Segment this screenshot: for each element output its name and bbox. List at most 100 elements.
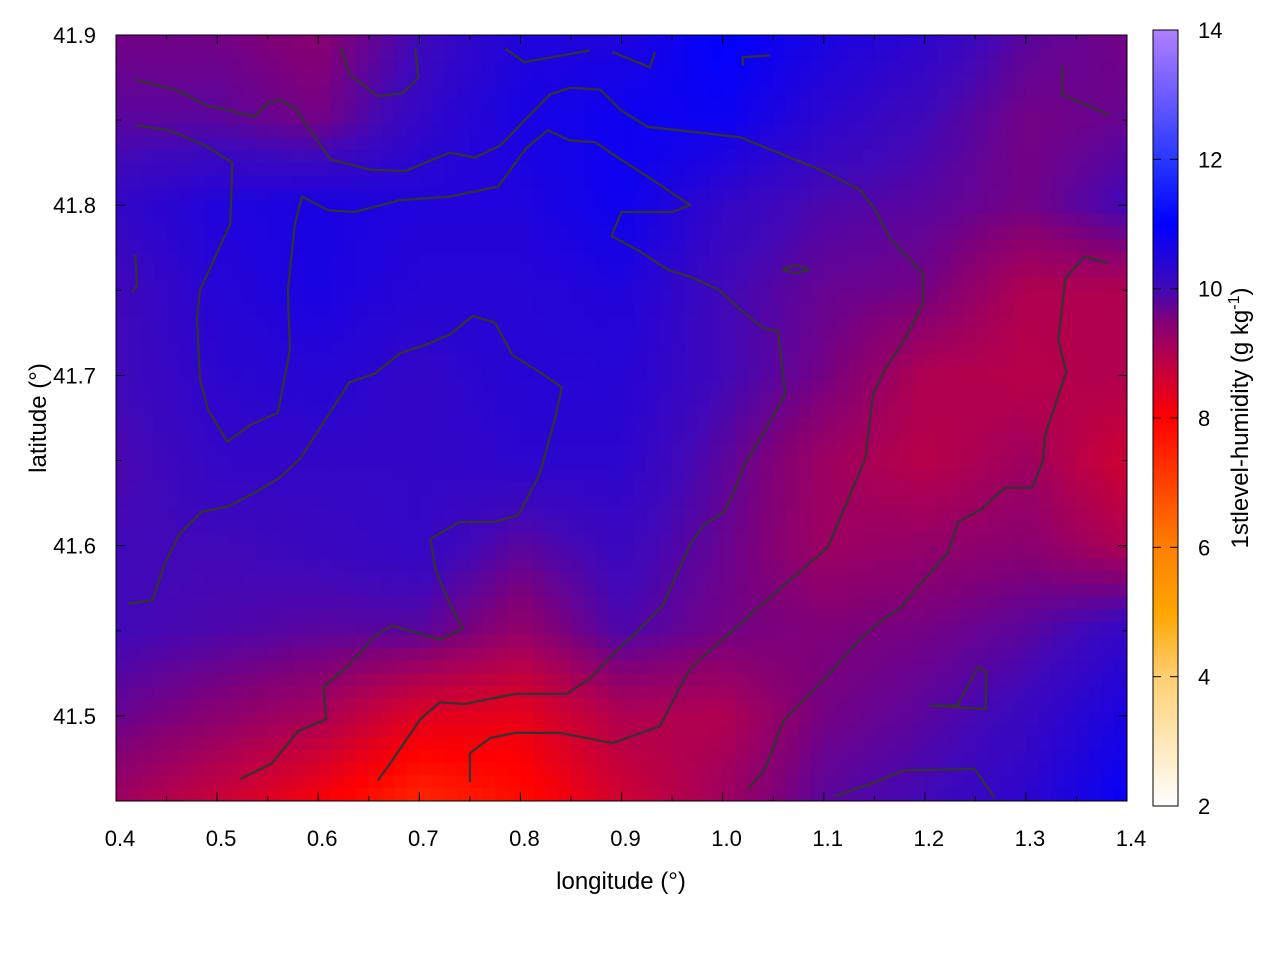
heatmap-cell (836, 392, 850, 406)
heatmap-cell (292, 762, 307, 777)
heatmap-cell (722, 775, 736, 789)
heatmap-cell (1013, 418, 1027, 432)
heatmap-cell (267, 724, 281, 738)
y-tick-label: 41.6 (53, 534, 96, 559)
heatmap-cell (406, 98, 420, 113)
heatmap-cell (217, 35, 231, 49)
heatmap-cell (217, 520, 231, 534)
heatmap-cell (1051, 226, 1065, 240)
heatmap-cell (305, 252, 319, 266)
heatmap-cell (924, 660, 939, 674)
heatmap-cell (457, 558, 471, 572)
heatmap-cell (646, 698, 661, 713)
heatmap-cell (760, 366, 774, 381)
heatmap-cell (318, 647, 332, 662)
heatmap-cell (482, 596, 496, 611)
heatmap-cell (116, 749, 130, 764)
heatmap-cell (773, 507, 787, 521)
heatmap-cell (1051, 724, 1065, 738)
heatmap-cell (621, 98, 635, 113)
heatmap-cell (179, 456, 193, 470)
heatmap-cell (608, 86, 623, 100)
heatmap-cell (672, 366, 686, 381)
heatmap-cell (823, 86, 837, 100)
heatmap-cell (179, 775, 193, 789)
heatmap-cell (1013, 290, 1027, 304)
heatmap-cell (659, 583, 673, 598)
heatmap-cell (798, 111, 812, 125)
heatmap-cell (886, 698, 901, 713)
heatmap-cell (1025, 647, 1040, 662)
heatmap-cell (735, 162, 749, 177)
heatmap-cell (179, 749, 193, 764)
heatmap-cell (318, 226, 332, 240)
heatmap-cell (924, 609, 939, 623)
heatmap-cell (1063, 98, 1078, 113)
heatmap-cell (229, 749, 243, 764)
heatmap-cell (217, 660, 231, 674)
heatmap-cell (596, 200, 610, 215)
heatmap-cell (330, 775, 345, 789)
heatmap-cell (305, 86, 319, 100)
heatmap-cell (318, 660, 332, 674)
heatmap-cell (709, 673, 724, 687)
heatmap-cell (128, 47, 142, 62)
heatmap-cell (937, 686, 951, 700)
heatmap-cell (394, 200, 408, 215)
heatmap-cell (596, 775, 610, 789)
heatmap-cell (583, 456, 597, 470)
heatmap-cell (406, 558, 420, 572)
heatmap-cell (608, 264, 623, 279)
heatmap-cell (1000, 239, 1014, 253)
heatmap-cell (735, 354, 749, 368)
heatmap-cell (507, 239, 521, 253)
heatmap-cell (621, 341, 635, 355)
heatmap-cell (975, 737, 989, 751)
heatmap-cell (798, 226, 812, 240)
heatmap-cell (861, 175, 875, 189)
heatmap-cell (495, 609, 509, 623)
heatmap-cell (116, 200, 130, 215)
heatmap-cell (596, 188, 610, 202)
heatmap-cell (280, 494, 294, 508)
heatmap-cell (330, 341, 345, 355)
heatmap-cell (419, 635, 433, 649)
heatmap-cell (975, 98, 989, 113)
heatmap-cell (747, 405, 762, 419)
heatmap-cell (330, 494, 345, 508)
heatmap-cell (1051, 711, 1065, 725)
heatmap-cell (646, 392, 661, 406)
heatmap-cell (861, 188, 875, 202)
heatmap-cell (292, 47, 307, 62)
heatmap-cell (899, 86, 913, 100)
heatmap-cell (634, 609, 648, 623)
heatmap-cell (381, 124, 395, 138)
heatmap-cell (116, 635, 130, 649)
heatmap-cell (570, 392, 585, 406)
heatmap-cell (1051, 86, 1065, 100)
heatmap-cell (558, 60, 572, 74)
heatmap-cell (747, 379, 762, 394)
heatmap-cell (1038, 494, 1052, 508)
heatmap-cell (280, 290, 294, 304)
heatmap-cell (1101, 303, 1115, 317)
heatmap-cell (255, 213, 269, 228)
heatmap-cell (153, 86, 168, 100)
heatmap-cell (330, 226, 345, 240)
heatmap-cell (217, 494, 231, 508)
heatmap-cell (1101, 660, 1115, 674)
heatmap-cell (962, 252, 976, 266)
heatmap-cell (760, 469, 774, 483)
heatmap-cell (191, 673, 206, 687)
heatmap-cell (406, 443, 420, 457)
heatmap-cell (229, 277, 243, 291)
heatmap-cell (431, 264, 446, 279)
heatmap-cell (722, 264, 736, 279)
heatmap-cell (912, 430, 926, 445)
heatmap-cell (570, 749, 585, 764)
heatmap-cell (166, 481, 180, 496)
heatmap-cell (1038, 520, 1052, 534)
heatmap-cell (608, 430, 623, 445)
heatmap-cell (444, 469, 458, 483)
heatmap-cell (292, 149, 307, 164)
